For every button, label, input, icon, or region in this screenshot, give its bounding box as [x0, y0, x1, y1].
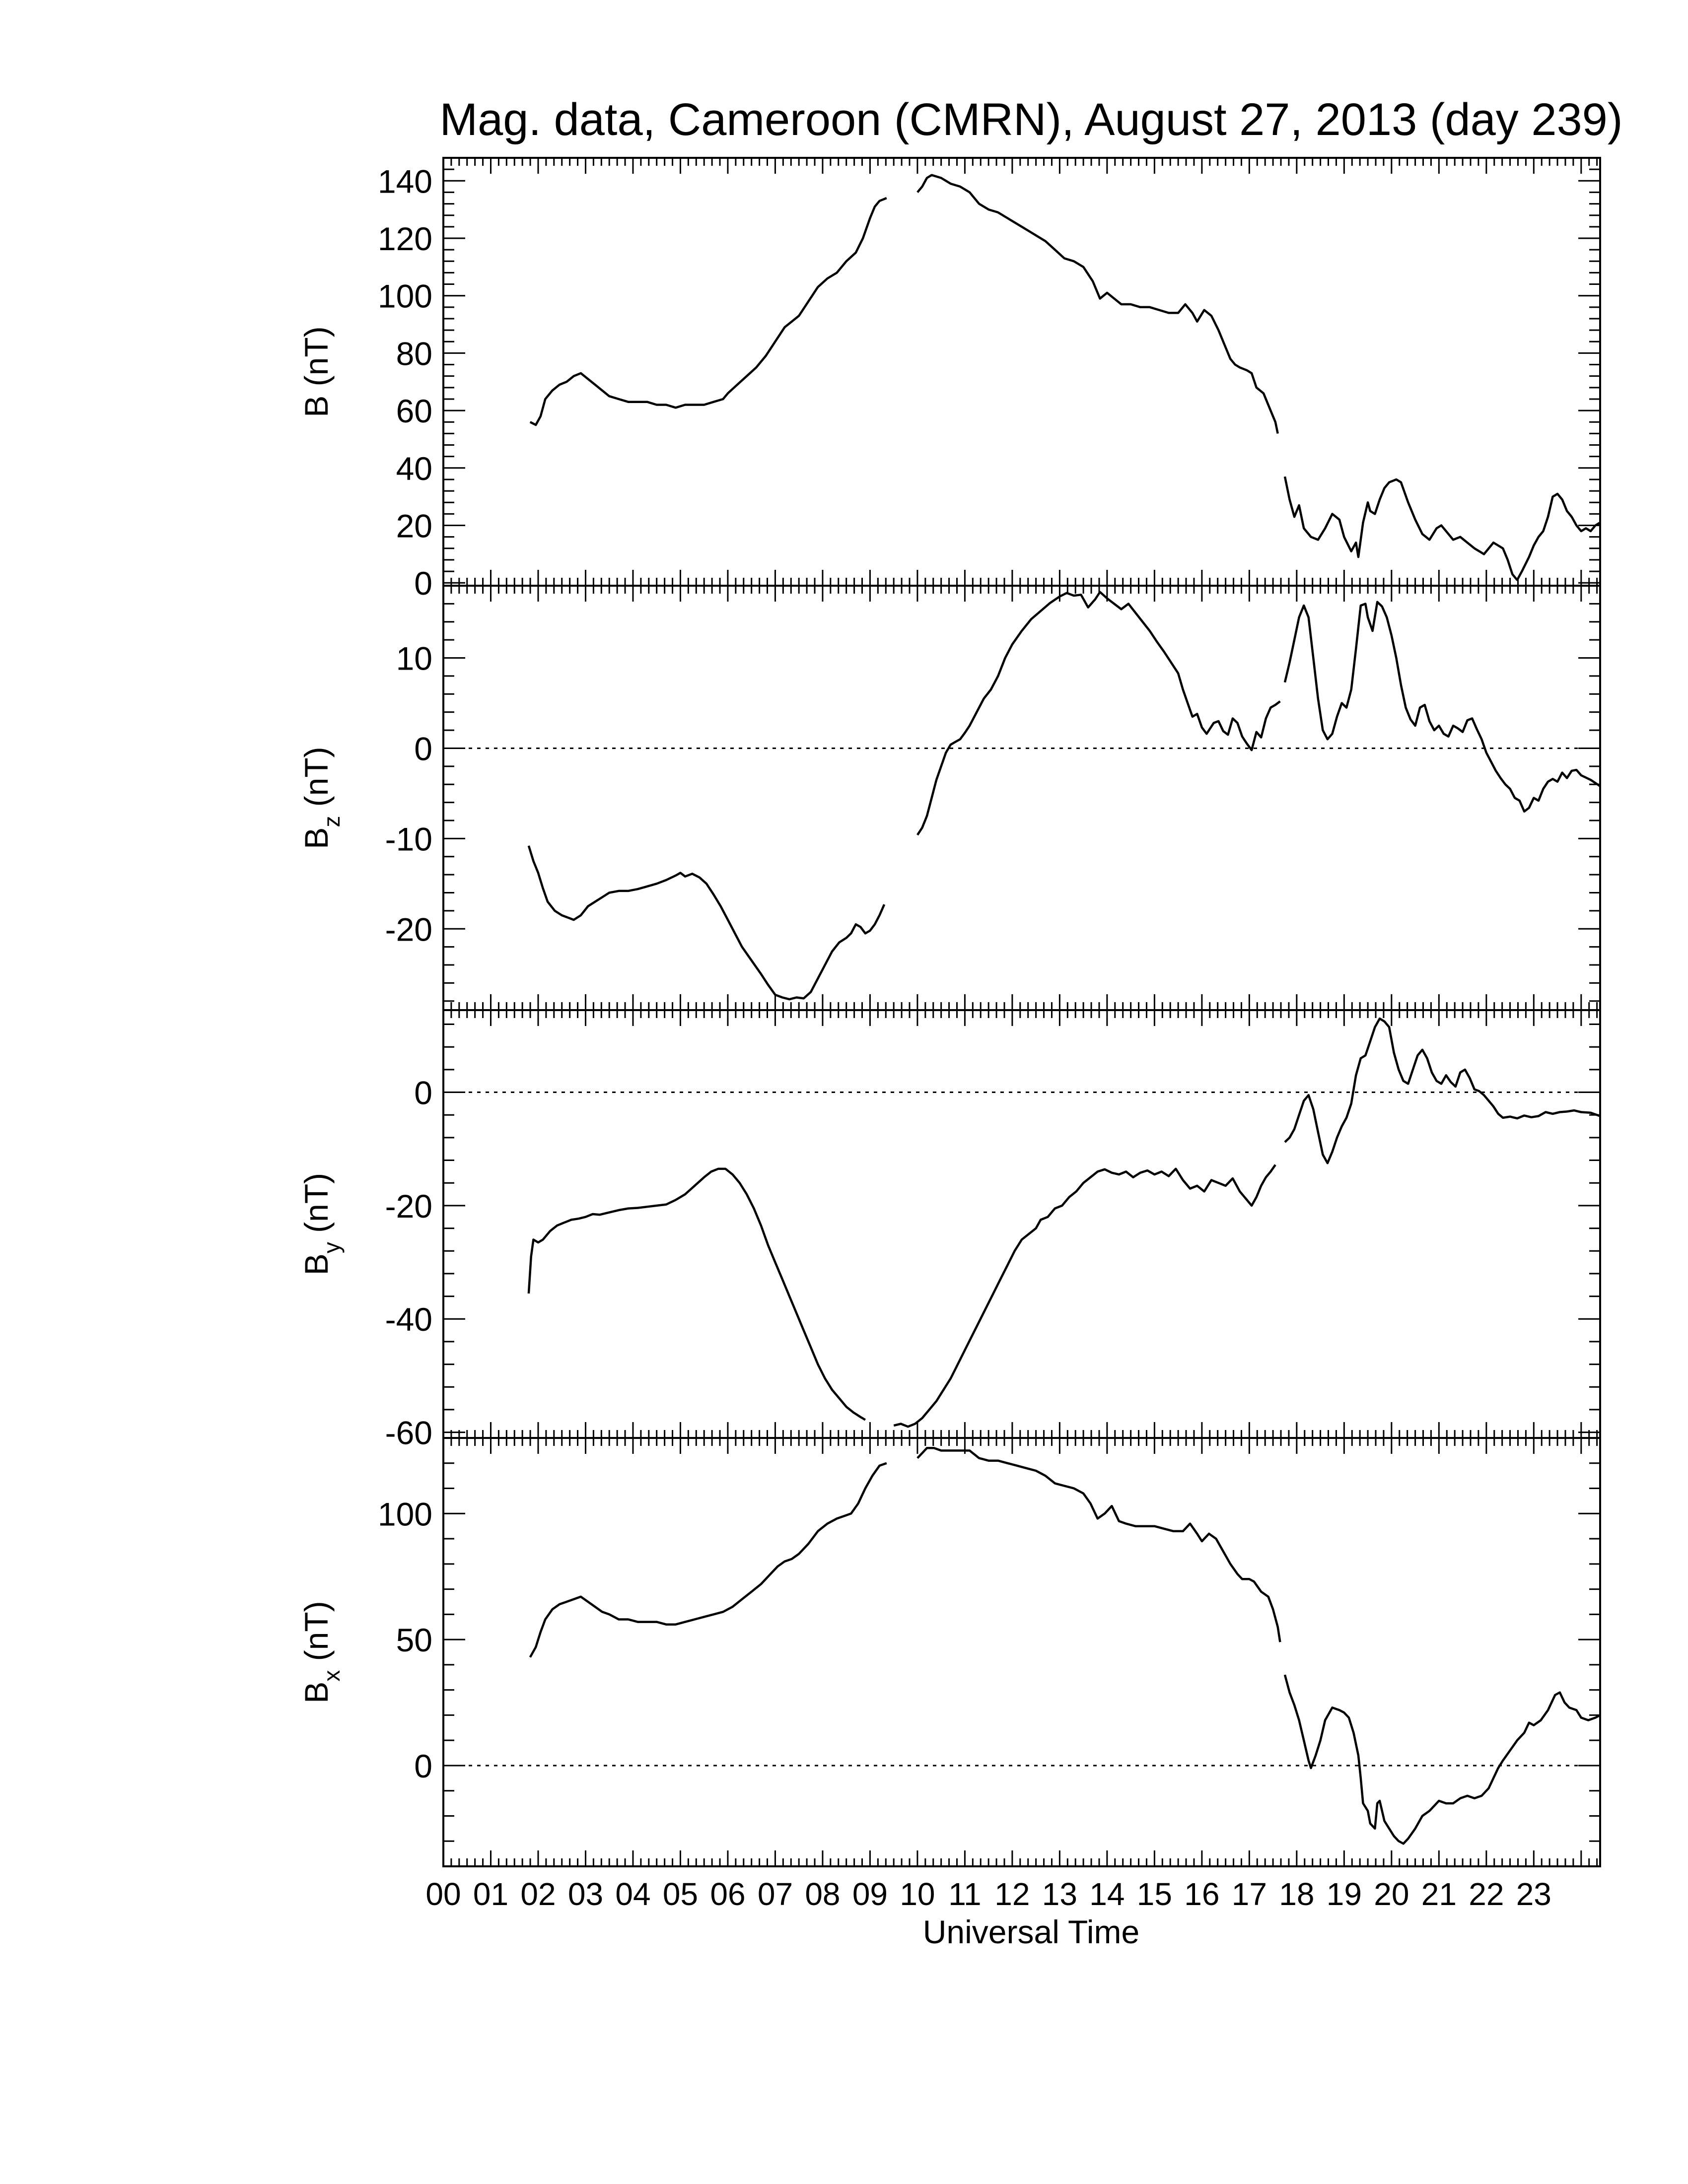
series-line-bz [916, 591, 1281, 836]
panel-b: 0 20 40 60 80 100 120 140 B (nT) [298, 157, 1601, 602]
y-tick-label: 0 [414, 730, 432, 767]
x-tick-label: 00 [425, 1876, 461, 1912]
series-line-bx [529, 1462, 887, 1658]
x-tick-label: 15 [1137, 1876, 1172, 1912]
series-line-bx [916, 1447, 1281, 1642]
y-axis-label: Bz (nT) [298, 747, 345, 849]
y-axis-label-main: B [298, 396, 335, 417]
series-line-by [1284, 1017, 1601, 1164]
y-axis-label-subscript: y [319, 1242, 345, 1253]
x-tick-label: 11 [948, 1876, 981, 1912]
panel-bz: -20 -10 0 10 Bz (nT) [298, 585, 1601, 1011]
x-tick-label: 17 [1232, 1876, 1267, 1912]
x-tick-label: 16 [1184, 1876, 1219, 1912]
y-tick-label: 0 [414, 565, 432, 602]
y-axis-label-unit: (nT) [298, 326, 335, 395]
x-tick-label: 03 [568, 1876, 603, 1912]
x-axis: 00 01 02 03 04 05 06 07 08 09 10 11 12 13 14 15 16 17 18 19… [425, 1876, 1551, 1912]
x-tick-label: 05 [663, 1876, 698, 1912]
x-tick-label: 01 [473, 1876, 508, 1912]
panel-frame [442, 1437, 1601, 1867]
y-tick-label: 100 [378, 278, 432, 315]
x-tick-label: 08 [805, 1876, 840, 1912]
x-tick-label: 19 [1327, 1876, 1362, 1912]
y-tick-label: 80 [396, 335, 432, 372]
y-tick-label: 0 [414, 1748, 432, 1784]
series-line-bz [527, 845, 886, 1001]
series-line-b [916, 174, 1279, 434]
y-axis-label-subscript: z [319, 816, 345, 827]
y-tick-label: -20 [385, 911, 432, 948]
y-tick-label: 20 [396, 508, 432, 545]
x-tick-label: 22 [1469, 1876, 1504, 1912]
x-tick-label: 04 [615, 1876, 650, 1912]
series-line-bz [1283, 601, 1601, 813]
panels: 0 20 40 60 80 100 120 140 B (nT) -20 -10 0 10 Bz (nT)… [298, 157, 1601, 1867]
series-line-bx [1283, 1674, 1601, 1845]
x-tick-label: 12 [994, 1876, 1030, 1912]
y-tick-label: 40 [396, 450, 432, 487]
y-tick-label: -20 [385, 1188, 432, 1225]
y-axis-label: Bx (nT) [298, 1601, 345, 1703]
x-tick-label: 09 [852, 1876, 888, 1912]
x-axis-label: Universal Time [923, 1913, 1139, 1950]
y-axis-label-main: B [298, 1682, 335, 1704]
x-tick-label: 23 [1516, 1876, 1551, 1912]
y-tick-label: -10 [385, 820, 432, 857]
y-axis-label-unit: (nT) [298, 1601, 335, 1670]
x-tick-label: 10 [900, 1876, 935, 1912]
series-line-by [527, 1167, 866, 1421]
y-axis-label-unit: (nT) [298, 747, 335, 816]
y-axis-label-unit: (nT) [298, 1173, 335, 1242]
y-tick-label: 0 [414, 1075, 432, 1111]
x-tick-label: 06 [710, 1876, 745, 1912]
x-tick-label: 02 [520, 1876, 556, 1912]
y-tick-label: 100 [378, 1496, 432, 1532]
y-axis-label-main: B [298, 827, 335, 849]
panel-by: -60 -40 -20 0 By (nT) [298, 1009, 1601, 1451]
x-tick-label: 13 [1042, 1876, 1077, 1912]
y-tick-label: 50 [396, 1622, 432, 1658]
y-axis-label-main: B [298, 1253, 335, 1275]
y-tick-label: 120 [378, 220, 432, 257]
x-tick-label: 14 [1089, 1876, 1125, 1912]
y-tick-label: 10 [396, 640, 432, 677]
panel-bx: 0 50 100 Bx (nT) [298, 1437, 1601, 1867]
y-tick-label: 60 [396, 393, 432, 429]
y-tick-label: -60 [385, 1415, 432, 1451]
y-axis-label-subscript: x [319, 1670, 345, 1682]
x-tick-label: 21 [1421, 1876, 1457, 1912]
series-line-by [893, 1164, 1276, 1428]
y-axis-label: B (nT) [298, 326, 335, 417]
y-tick-label: 140 [378, 163, 432, 200]
y-axis-label: By (nT) [298, 1173, 345, 1275]
series-line-b [529, 197, 887, 426]
series-line-b [1283, 476, 1601, 581]
chart-title: Mag. data, Cameroon (CMRN), August 27, 2… [440, 94, 1623, 145]
x-tick-label: 18 [1279, 1876, 1314, 1912]
x-tick-label: 07 [758, 1876, 793, 1912]
y-tick-label: -40 [385, 1301, 432, 1338]
x-tick-label: 20 [1374, 1876, 1409, 1912]
